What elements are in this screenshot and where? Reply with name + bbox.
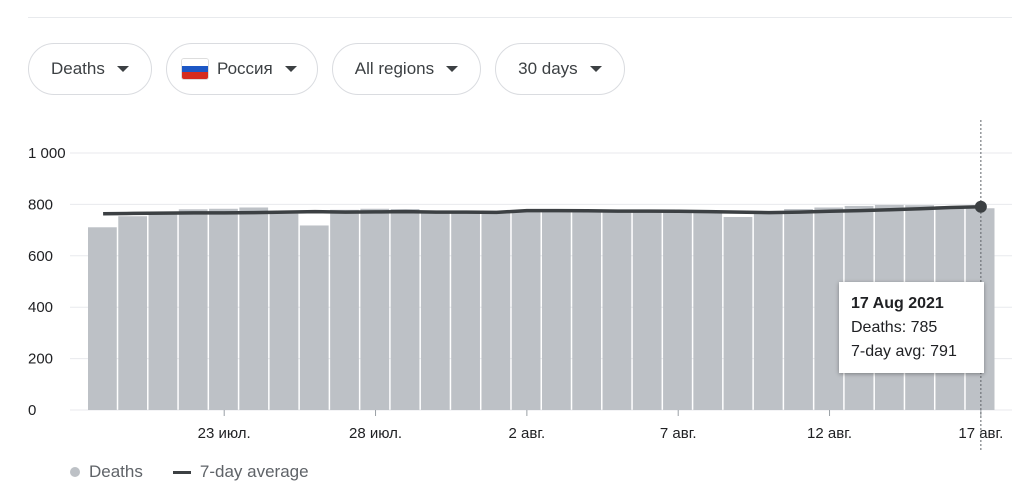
deaths-bar: [88, 227, 117, 410]
deaths-bar: [663, 212, 692, 410]
russia-flag-icon: [181, 58, 209, 80]
y-tick-label: 600: [28, 248, 53, 265]
deaths-bar: [753, 212, 783, 410]
y-tick-label: 200: [28, 351, 53, 368]
x-tick-label: 7 авг.: [660, 425, 697, 442]
deaths-bar: [693, 211, 723, 410]
legend-deaths-label: Deaths: [89, 462, 143, 481]
region-dropdown-label: All regions: [354, 59, 435, 78]
deaths-bar: [390, 209, 420, 410]
legend-avg-marker: [172, 470, 191, 474]
chart-tooltip: 17 Aug 2021 Deaths: 785 7-day avg: 791: [839, 282, 984, 373]
deaths-bar: [481, 212, 511, 410]
y-tick-label: 1 000: [28, 145, 66, 162]
deaths-bar: [239, 207, 269, 410]
tooltip-avg: 7-day avg: 791: [851, 343, 957, 360]
top-divider: [28, 17, 1012, 18]
chevron-down-icon: [446, 66, 459, 72]
metric-dropdown-label: Deaths: [51, 59, 105, 78]
x-tick-label: 2 авг.: [509, 425, 546, 442]
deaths-bar: [542, 209, 571, 410]
deaths-bar: [148, 214, 178, 410]
chart-legend: Deaths 7-day average: [70, 462, 309, 482]
deaths-bar: [269, 213, 299, 410]
y-tick-label: 0: [28, 402, 36, 419]
x-tick-label: 23 июл.: [198, 425, 251, 442]
tooltip-date: 17 Aug 2021: [851, 295, 944, 312]
region-dropdown[interactable]: All regions: [331, 43, 482, 95]
deaths-bar: [360, 208, 390, 410]
y-tick-label: 800: [28, 196, 53, 213]
period-dropdown[interactable]: 30 days: [495, 43, 625, 95]
chevron-down-icon: [589, 66, 602, 72]
metric-dropdown[interactable]: Deaths: [28, 43, 152, 95]
deaths-bar: [299, 225, 329, 410]
country-dropdown[interactable]: Россия: [166, 43, 318, 95]
deaths-bar: [178, 209, 208, 410]
deaths-bar: [330, 209, 359, 410]
chevron-down-icon: [116, 66, 129, 72]
avg-line: [103, 204, 981, 216]
legend-avg-label: 7-day average: [199, 462, 309, 481]
filter-bar: Deaths Россия All regions 30 days: [28, 43, 625, 97]
hover-point: [974, 200, 987, 213]
tooltip-deaths: Deaths: 785: [851, 319, 938, 336]
deaths-bar: [602, 211, 632, 410]
deaths-bar: [511, 210, 541, 410]
deaths-bar: [209, 208, 238, 410]
x-tick-label: 28 июл.: [349, 425, 402, 442]
chevron-down-icon: [284, 66, 297, 72]
deaths-bar: [784, 209, 813, 410]
deaths-bar: [814, 207, 844, 410]
period-dropdown-label: 30 days: [518, 59, 578, 78]
legend-deaths-marker: [70, 467, 80, 477]
deaths-bar: [572, 210, 602, 410]
x-tick-label: 12 авг.: [807, 425, 852, 442]
country-dropdown-label: Россия: [217, 59, 273, 78]
deaths-bar: [632, 211, 662, 410]
deaths-bar: [420, 211, 450, 410]
deaths-bar: [723, 216, 753, 410]
deaths-bar: [118, 216, 148, 410]
y-tick-label: 400: [28, 299, 53, 316]
deaths-bar: [451, 211, 480, 410]
